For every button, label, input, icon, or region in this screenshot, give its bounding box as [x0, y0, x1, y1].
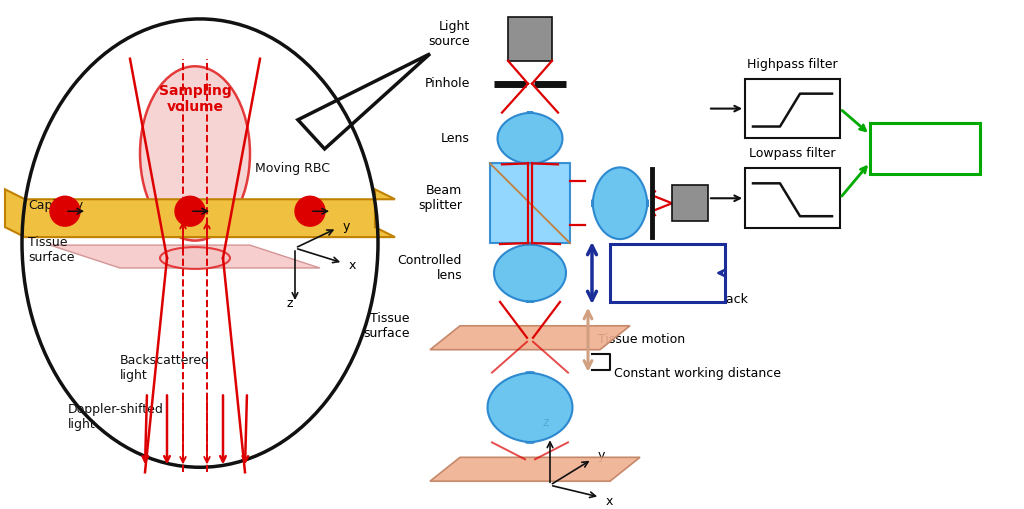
Text: x: x	[606, 495, 613, 507]
Polygon shape	[5, 189, 395, 237]
Text: Detector: Detector	[663, 251, 718, 264]
Text: Tissue
surface: Tissue surface	[28, 236, 75, 264]
Polygon shape	[430, 457, 640, 481]
Polygon shape	[430, 326, 630, 350]
Bar	[610, 244, 725, 302]
Circle shape	[50, 196, 80, 226]
Text: Light
source: Light source	[428, 20, 470, 48]
Text: Sampling
volume: Sampling volume	[159, 83, 231, 114]
Bar	[745, 168, 840, 228]
Ellipse shape	[140, 66, 250, 241]
Text: y: y	[598, 449, 605, 462]
Text: Backscattered
light: Backscattered light	[120, 354, 210, 382]
Text: y: y	[343, 220, 350, 233]
Polygon shape	[593, 167, 647, 239]
Text: z: z	[543, 416, 549, 430]
Text: Highpass filter: Highpass filter	[748, 58, 838, 71]
Text: Lens: Lens	[441, 132, 470, 145]
Text: Tissue
surface: Tissue surface	[364, 312, 410, 340]
Bar	[870, 123, 980, 175]
Text: z: z	[287, 297, 293, 310]
Ellipse shape	[160, 247, 230, 269]
Text: Lowpass filter: Lowpass filter	[750, 148, 836, 160]
Circle shape	[175, 196, 205, 226]
Polygon shape	[50, 245, 319, 268]
Text: Pinhole: Pinhole	[425, 77, 470, 90]
Polygon shape	[494, 244, 566, 302]
Circle shape	[295, 196, 325, 226]
Bar	[672, 185, 708, 221]
Text: Feedback: Feedback	[689, 293, 749, 306]
Text: Constant working distance: Constant working distance	[614, 367, 781, 380]
Text: Beam
splitter: Beam splitter	[418, 184, 462, 212]
Bar	[745, 79, 840, 138]
Bar	[508, 17, 552, 61]
Bar	[490, 163, 570, 243]
Text: Motion
tracking: Motion tracking	[637, 259, 698, 287]
Text: Doppler-shifted
light: Doppler-shifted light	[68, 404, 164, 432]
Text: Moving RBC: Moving RBC	[255, 162, 330, 175]
Text: x: x	[349, 259, 356, 271]
Polygon shape	[487, 373, 572, 442]
Text: Perfusion
calculation: Perfusion calculation	[884, 134, 966, 162]
Text: Controlled
lens: Controlled lens	[397, 254, 462, 282]
Text: Capillary: Capillary	[28, 199, 83, 212]
Polygon shape	[498, 112, 562, 164]
Text: Tissue motion: Tissue motion	[598, 333, 685, 346]
